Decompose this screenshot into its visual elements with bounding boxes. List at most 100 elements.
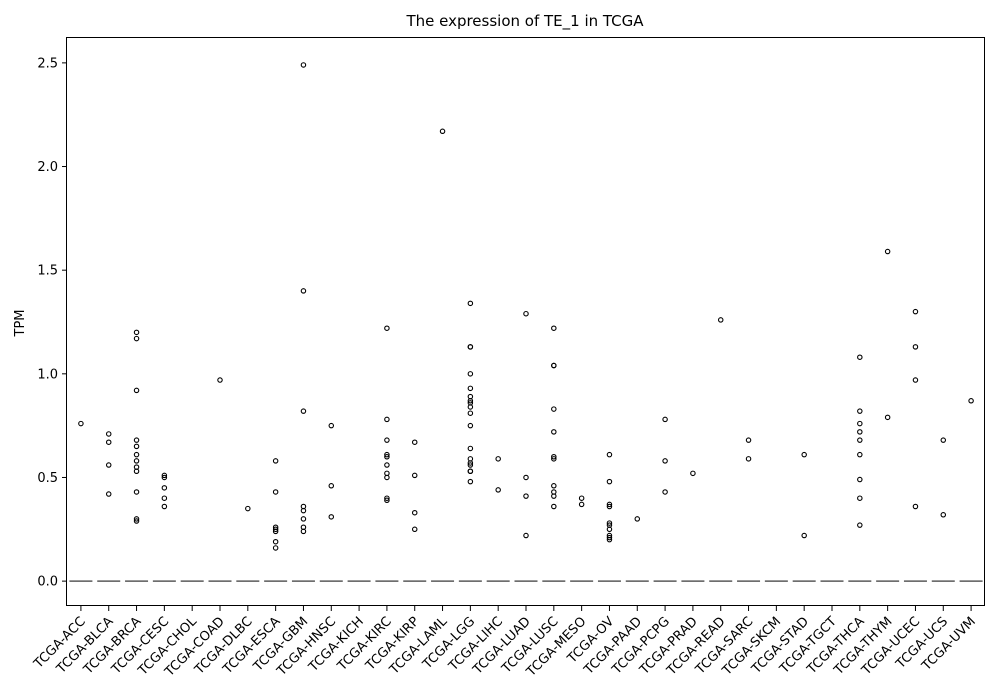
outlier-point xyxy=(912,308,919,315)
outlier-point xyxy=(884,414,891,421)
outlier-point xyxy=(328,483,335,489)
outlier-point xyxy=(662,458,668,464)
outlier-point xyxy=(245,505,251,512)
outlier-point xyxy=(857,522,863,528)
outlier-point xyxy=(467,385,474,392)
outlier-point xyxy=(467,410,474,416)
outlier-point xyxy=(439,128,446,135)
outlier-point xyxy=(495,456,501,462)
y-tick-label: 1.5 xyxy=(37,264,58,279)
outlier-point xyxy=(272,526,279,533)
outlier-point xyxy=(133,335,140,342)
outlier-point xyxy=(300,516,307,522)
outlier-point xyxy=(662,489,668,495)
chart-title: The expression of TE_1 in TCGA xyxy=(405,12,644,31)
outlier-point xyxy=(940,512,947,518)
outlier-point xyxy=(857,354,863,360)
outlier-point xyxy=(133,516,140,522)
outlier-point xyxy=(578,501,585,508)
outlier-point xyxy=(300,62,307,68)
outlier-point xyxy=(857,495,863,501)
outlier-point xyxy=(551,453,557,460)
outlier-point xyxy=(78,420,84,427)
outlier-point xyxy=(606,478,613,485)
outlier-point xyxy=(161,472,168,479)
outlier-point xyxy=(384,416,390,423)
outlier-point xyxy=(467,371,474,377)
outlier-point xyxy=(300,528,307,535)
outlier-point xyxy=(384,497,390,504)
outlier-point xyxy=(161,495,168,501)
outlier-point xyxy=(384,474,390,481)
outlier-point xyxy=(272,545,279,551)
outlier-point xyxy=(133,437,140,443)
outlier-point xyxy=(105,439,112,445)
y-axis-ticks: 0.0 0.5 1.0 1.5 2.0 2.5 xyxy=(37,56,67,590)
outlier-point xyxy=(606,534,613,541)
outlier-point xyxy=(857,451,863,458)
outlier-point xyxy=(105,462,112,468)
outlier-point xyxy=(161,503,168,510)
outlier-point xyxy=(411,509,418,516)
outlier-point xyxy=(467,422,474,429)
outlier-point xyxy=(411,472,418,479)
outlier-point xyxy=(912,377,919,383)
outlier-point xyxy=(523,310,529,317)
outlier-point xyxy=(968,398,974,404)
outlier-point xyxy=(300,408,307,414)
outlier-point xyxy=(523,532,529,539)
outlier-point xyxy=(884,248,891,255)
outlier-point xyxy=(523,474,529,481)
outlier-point xyxy=(467,445,474,452)
plot-frame xyxy=(66,37,985,606)
outlier-point xyxy=(133,451,140,458)
y-tick-label: 1.0 xyxy=(37,367,58,382)
outlier-point xyxy=(551,493,557,499)
outlier-point xyxy=(551,362,557,369)
outlier-point xyxy=(467,300,474,307)
outlier-point xyxy=(857,429,863,435)
outlier-point xyxy=(384,325,390,331)
outlier-point xyxy=(857,476,863,483)
y-tick-label: 2.5 xyxy=(37,56,58,71)
y-tick-label: 0.0 xyxy=(37,575,58,590)
outlier-point xyxy=(801,532,807,539)
outlier-point xyxy=(272,528,279,535)
outlier-point xyxy=(551,429,557,435)
outlier-point xyxy=(217,377,223,383)
outlier-point xyxy=(551,406,557,412)
outlier-point xyxy=(161,474,168,481)
outlier-point xyxy=(912,344,919,350)
outlier-point xyxy=(467,468,474,475)
outlier-point xyxy=(551,456,557,462)
outlier-point xyxy=(606,520,613,526)
outlier-point xyxy=(328,514,335,520)
outlier-point xyxy=(717,317,724,323)
outlier-point xyxy=(523,493,529,499)
outlier-point xyxy=(272,458,279,464)
outlier-point xyxy=(606,526,613,533)
outlier-point xyxy=(384,495,390,501)
outlier-point xyxy=(857,437,863,443)
outlier-point xyxy=(272,538,279,545)
outlier-point xyxy=(662,416,668,423)
outlier-point xyxy=(745,437,752,443)
outlier-point xyxy=(133,329,140,336)
outlier-point xyxy=(105,491,112,497)
outlier-point xyxy=(384,437,390,443)
outlier-point xyxy=(606,501,613,508)
outlier-point xyxy=(384,451,390,458)
outlier-point xyxy=(745,456,752,462)
outlier-point xyxy=(801,451,807,458)
x-axis-ticks: TCGA-ACCTCGA-BLCATCGA-BRCATCGA-CESCTCGA-… xyxy=(31,606,979,680)
outlier-point xyxy=(411,526,418,533)
outlier-point xyxy=(606,451,613,458)
outlier-point xyxy=(384,462,390,468)
outlier-point xyxy=(551,483,557,489)
outlier-point xyxy=(551,325,557,331)
outlier-point xyxy=(690,470,696,477)
y-axis-label: TPM xyxy=(13,310,28,338)
outlier-point xyxy=(467,344,474,350)
outlier-point xyxy=(940,437,947,443)
